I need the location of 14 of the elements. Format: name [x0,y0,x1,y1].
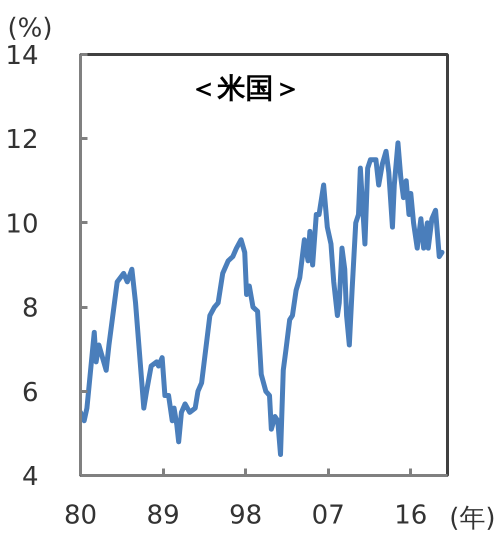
x-tick-label: 07 [312,500,345,530]
text: ＜米国＞ [190,72,302,104]
x-tick-label: 89 [146,500,180,530]
y-tick-label: 14 [5,41,39,71]
y-tick-label: 10 [5,209,39,240]
y-tick-label: 12 [5,125,39,156]
x-tick-label: 16 [394,500,428,530]
x-axis-title: (年) [449,504,496,534]
x-tick-label: 80 [64,500,98,530]
y-tick-label: 8 [22,294,39,324]
y-tick-label: 4 [22,462,39,492]
y-axis-title: (%) [8,14,52,44]
y-tick-label: 6 [22,378,39,408]
x-tick-label: 98 [229,500,262,530]
